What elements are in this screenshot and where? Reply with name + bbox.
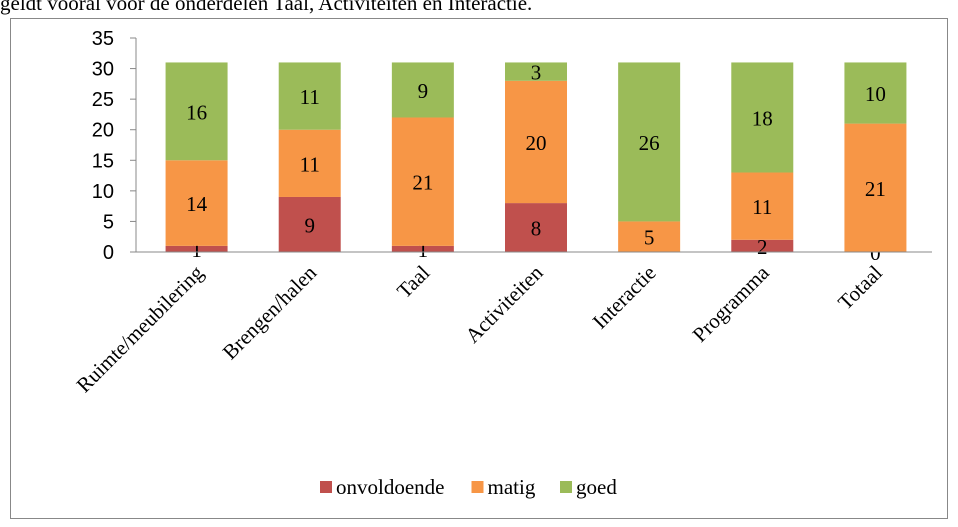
y-tick-label: 35 [92, 28, 114, 50]
bar-segment [844, 62, 907, 124]
x-tick-label: Ruimte/meubilering [72, 260, 209, 397]
data-label: 9 [418, 79, 429, 103]
bar-segment [505, 203, 567, 252]
bar-segment [391, 62, 454, 118]
data-label: 11 [300, 152, 320, 176]
x-tick-label: Programma [688, 260, 775, 347]
data-label: 18 [752, 106, 773, 130]
data-label: 14 [186, 192, 208, 216]
data-label: 20 [526, 131, 547, 155]
bar-segment [278, 129, 341, 197]
y-tick-label: 25 [92, 89, 114, 111]
x-tick-label: Brengen/halen [218, 260, 322, 364]
legend-swatch [320, 481, 332, 493]
y-tick-label: 10 [92, 181, 114, 203]
y-tick-label: 5 [103, 211, 114, 233]
bar-segment [731, 239, 794, 252]
chart-border [10, 18, 948, 519]
legend-label: matig [488, 475, 536, 499]
data-label: 1 [191, 238, 202, 262]
data-label: 3 [531, 61, 542, 85]
x-tick-label: Activiteiten [460, 260, 547, 347]
data-label: 1 [418, 238, 429, 262]
bar-segment [505, 62, 567, 81]
data-label: 16 [186, 100, 207, 124]
bar-segment [505, 80, 567, 204]
x-tick-label: Totaal [833, 260, 887, 314]
bar-segment [618, 221, 681, 252]
bar-segment [731, 172, 794, 240]
legend-swatch [471, 481, 484, 493]
data-label: 11 [300, 85, 320, 109]
data-label: 2 [757, 235, 768, 259]
legend-swatch [560, 481, 572, 493]
bar-segment [391, 117, 454, 246]
y-tick-label: 30 [92, 59, 114, 81]
bar-segment [278, 196, 341, 252]
data-label: 5 [644, 226, 655, 250]
data-label: 9 [304, 213, 315, 237]
x-tick-label: Interactie [588, 261, 661, 334]
x-tick-label: Taal [392, 260, 434, 302]
legend-label: onvoldoende [336, 475, 444, 499]
data-label: 21 [865, 177, 886, 201]
bar-segment [731, 62, 794, 173]
bar-segment [165, 160, 228, 246]
bar-segment [278, 62, 341, 130]
bar-segment [391, 245, 454, 252]
data-label: 10 [865, 82, 886, 106]
y-tick-label: 0 [103, 242, 114, 264]
legend-label: goed [576, 475, 617, 499]
bar-segment [165, 245, 228, 252]
y-tick-label: 20 [92, 120, 114, 142]
bar-segment [618, 62, 681, 222]
data-label: 0 [870, 241, 881, 265]
text-above: geldt vooral voor de onderdelen Taal, Ac… [0, 0, 532, 15]
bar-segment [844, 123, 907, 252]
bar-segment [165, 62, 228, 161]
data-label: 21 [412, 171, 433, 195]
data-label: 11 [752, 195, 772, 219]
data-label: 8 [531, 217, 542, 241]
y-tick-label: 15 [92, 150, 114, 172]
data-label: 26 [639, 131, 660, 155]
